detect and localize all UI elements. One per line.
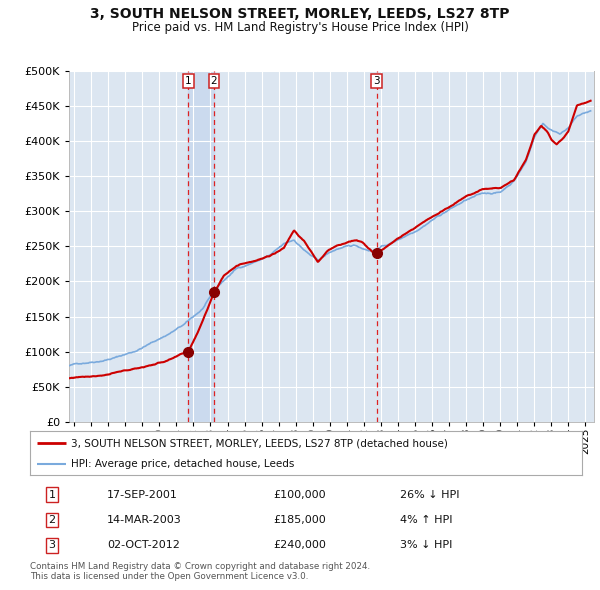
Text: 3, SOUTH NELSON STREET, MORLEY, LEEDS, LS27 8TP: 3, SOUTH NELSON STREET, MORLEY, LEEDS, L…: [90, 7, 510, 21]
Text: HPI: Average price, detached house, Leeds: HPI: Average price, detached house, Leed…: [71, 459, 295, 469]
Text: Price paid vs. HM Land Registry's House Price Index (HPI): Price paid vs. HM Land Registry's House …: [131, 21, 469, 34]
Text: 3, SOUTH NELSON STREET, MORLEY, LEEDS, LS27 8TP (detached house): 3, SOUTH NELSON STREET, MORLEY, LEEDS, L…: [71, 438, 448, 448]
Text: 3: 3: [373, 76, 380, 86]
Text: 3% ↓ HPI: 3% ↓ HPI: [400, 540, 452, 550]
Text: 2: 2: [49, 515, 56, 525]
Text: 14-MAR-2003: 14-MAR-2003: [107, 515, 182, 525]
Text: 2: 2: [211, 76, 217, 86]
Text: 1: 1: [185, 76, 192, 86]
Text: £185,000: £185,000: [273, 515, 326, 525]
Text: 02-OCT-2012: 02-OCT-2012: [107, 540, 180, 550]
Bar: [188, 71, 214, 422]
Text: 3: 3: [49, 540, 56, 550]
Text: 4% ↑ HPI: 4% ↑ HPI: [400, 515, 452, 525]
Text: 17-SEP-2001: 17-SEP-2001: [107, 490, 178, 500]
Text: Contains HM Land Registry data © Crown copyright and database right 2024.
This d: Contains HM Land Registry data © Crown c…: [30, 562, 370, 581]
Text: 26% ↓ HPI: 26% ↓ HPI: [400, 490, 460, 500]
Text: 1: 1: [49, 490, 56, 500]
Text: £240,000: £240,000: [273, 540, 326, 550]
Text: £100,000: £100,000: [273, 490, 326, 500]
